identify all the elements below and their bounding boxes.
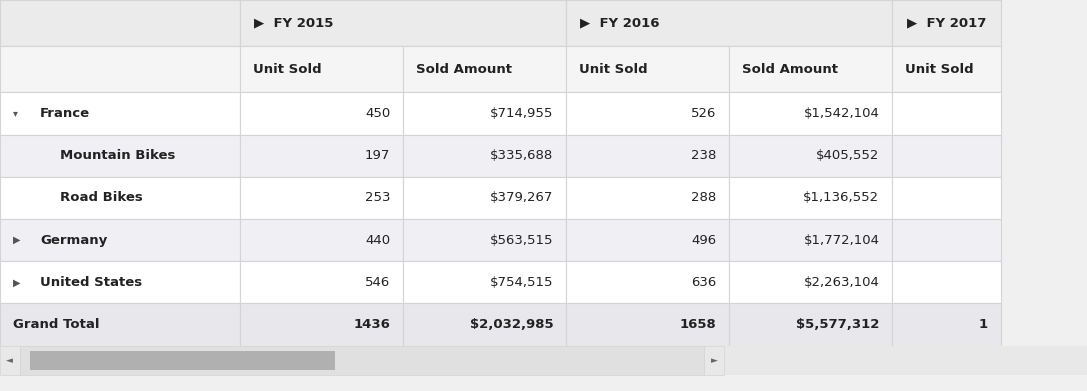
Text: Sold Amount: Sold Amount [742, 63, 838, 76]
Bar [403, 46, 566, 92]
Text: 1: 1 [979, 318, 988, 331]
Text: France: France [40, 107, 90, 120]
Bar [0, 219, 240, 261]
Bar [403, 177, 566, 219]
Bar [0, 303, 240, 346]
Text: 450: 450 [365, 107, 390, 120]
Text: Mountain Bikes: Mountain Bikes [60, 149, 175, 162]
Text: 496: 496 [691, 233, 716, 247]
Text: 440: 440 [365, 233, 390, 247]
Bar [240, 219, 403, 261]
Text: $563,515: $563,515 [490, 233, 553, 247]
Bar [403, 92, 566, 135]
Bar [566, 92, 729, 135]
Bar [0, 135, 240, 177]
Text: 288: 288 [691, 191, 716, 204]
Bar [240, 135, 403, 177]
Text: ▾: ▾ [13, 108, 17, 118]
Bar [30, 351, 335, 370]
Text: 1658: 1658 [679, 318, 716, 331]
Bar [704, 346, 724, 375]
Text: Unit Sold: Unit Sold [905, 63, 974, 76]
Text: Grand Total: Grand Total [13, 318, 100, 331]
Bar [240, 0, 566, 46]
Text: $754,515: $754,515 [490, 276, 553, 289]
Bar [566, 219, 729, 261]
Bar [240, 261, 403, 303]
Bar [0, 46, 240, 92]
Bar [566, 135, 729, 177]
Bar [0, 346, 1087, 375]
Text: Unit Sold: Unit Sold [579, 63, 648, 76]
Text: Road Bikes: Road Bikes [60, 191, 142, 204]
Bar [729, 46, 892, 92]
Bar [892, 303, 1001, 346]
Text: $1,772,104: $1,772,104 [803, 233, 879, 247]
Bar [892, 135, 1001, 177]
Bar [729, 219, 892, 261]
Text: $1,136,552: $1,136,552 [803, 191, 879, 204]
Text: Unit Sold: Unit Sold [253, 63, 322, 76]
Bar [240, 177, 403, 219]
Bar [0, 0, 240, 46]
Text: 238: 238 [691, 149, 716, 162]
Text: 197: 197 [365, 149, 390, 162]
Text: ▶  FY 2016: ▶ FY 2016 [580, 16, 660, 30]
Bar [892, 46, 1001, 92]
Bar [566, 0, 892, 46]
Text: $405,552: $405,552 [816, 149, 879, 162]
Bar [240, 46, 403, 92]
Text: $379,267: $379,267 [490, 191, 553, 204]
Text: ►: ► [711, 356, 717, 365]
Bar [729, 92, 892, 135]
Text: 1436: 1436 [353, 318, 390, 331]
Text: $714,955: $714,955 [490, 107, 553, 120]
Bar [892, 177, 1001, 219]
Bar [566, 261, 729, 303]
Bar [729, 177, 892, 219]
Text: 546: 546 [365, 276, 390, 289]
Bar [240, 92, 403, 135]
Text: ▶: ▶ [13, 235, 21, 245]
Text: 636: 636 [691, 276, 716, 289]
Bar [0, 346, 20, 375]
Bar [566, 46, 729, 92]
Text: $2,263,104: $2,263,104 [803, 276, 879, 289]
Text: ▶  FY 2015: ▶ FY 2015 [254, 16, 334, 30]
Text: United States: United States [40, 276, 142, 289]
Bar [729, 303, 892, 346]
Text: $1,542,104: $1,542,104 [803, 107, 879, 120]
Bar [892, 0, 1001, 46]
Text: $335,688: $335,688 [490, 149, 553, 162]
Bar [729, 135, 892, 177]
Bar [566, 177, 729, 219]
Text: ▶  FY 2017: ▶ FY 2017 [907, 16, 986, 30]
Text: ▶: ▶ [13, 277, 21, 287]
Text: ◄: ◄ [7, 356, 13, 365]
Text: $5,577,312: $5,577,312 [796, 318, 879, 331]
Text: Sold Amount: Sold Amount [416, 63, 512, 76]
Text: 526: 526 [691, 107, 716, 120]
Bar [20, 346, 704, 375]
Bar [729, 261, 892, 303]
Bar [403, 303, 566, 346]
Bar [240, 303, 403, 346]
Bar [892, 261, 1001, 303]
Text: 253: 253 [365, 191, 390, 204]
Bar [892, 92, 1001, 135]
Text: Germany: Germany [40, 233, 108, 247]
Bar [0, 92, 240, 135]
Bar [403, 135, 566, 177]
Bar [566, 303, 729, 346]
Text: $2,032,985: $2,032,985 [470, 318, 553, 331]
Bar [403, 261, 566, 303]
Bar [0, 177, 240, 219]
Bar [403, 219, 566, 261]
Bar [0, 261, 240, 303]
Bar [892, 219, 1001, 261]
